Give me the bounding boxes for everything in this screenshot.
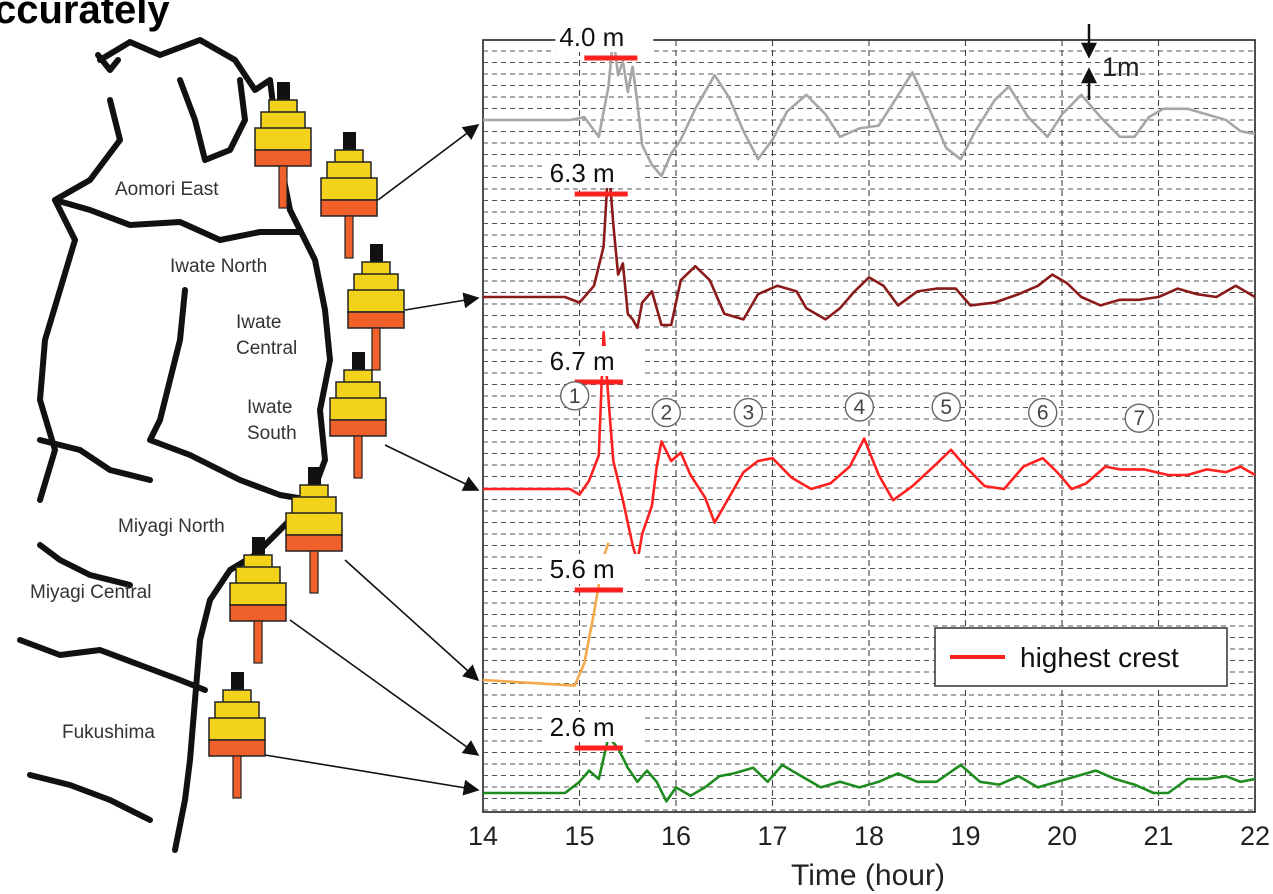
tide-trace-1 [483,34,1256,178]
buoy-icon [347,244,405,371]
buoy-icon [329,352,387,479]
x-tick-label: 19 [950,821,980,851]
wave-number-marker [733,397,764,428]
crest-label-bg [545,346,644,376]
x-tick-label: 21 [1143,821,1173,851]
region-label: Aomori East [115,179,219,200]
region-label: Iwate North [170,256,267,277]
buoy-icon [254,82,312,209]
connector-arrow [377,124,480,201]
wave-number-marker [1027,397,1058,428]
tide-trace-2 [483,161,1256,330]
coastline-peninsula [177,77,248,163]
buoy-icon [208,672,266,799]
connector-arrow [344,559,480,682]
crest-label: 5.6 m [550,554,615,584]
wave-number-label: 3 [743,402,755,425]
connector-arrows [264,124,480,796]
x-axis-title: Time (hour) [791,859,945,892]
wave-number-marker [844,392,875,422]
region-label: Miyagi North [118,516,225,537]
scale-bar-label: 1m [1102,52,1140,82]
connector-arrow [289,619,480,756]
prefecture-border-5 [17,637,208,693]
coastline-islet [95,52,121,73]
connector-arrow [264,754,480,796]
x-tick-label: 15 [564,821,594,851]
crest-label: 6.7 m [550,346,615,376]
legend: highest crest [934,627,1228,687]
x-tick-label: 14 [468,821,498,851]
coastline-east [172,227,333,853]
x-tick-label: 20 [1047,821,1077,851]
prefecture-border-3 [37,437,153,483]
scale-bar [1080,24,1098,100]
coastline-map [17,37,333,853]
prefecture-border-6 [27,772,153,823]
buoy-icon [320,132,378,259]
legend-label: highest crest [1020,642,1179,673]
crest-label-bg [545,158,644,188]
crest-label-bg [555,22,654,52]
coastline-west [37,97,123,503]
x-tick-label: 18 [854,821,884,851]
buoy-group [208,82,405,799]
crest-label: 4.0 m [559,22,624,52]
region-label: Miyagi Central [30,582,151,603]
wave-number-label: 1 [569,385,581,408]
wave-number-marker [559,381,590,411]
wave-number-marker [1124,403,1154,433]
tide-trace-3 [483,330,1256,564]
x-tick-label: 17 [757,821,787,851]
wave-number-label: 7 [1133,407,1145,430]
connector-arrow [384,444,480,491]
wave-number-marker [931,392,961,422]
wave-number-label: 6 [1037,402,1049,425]
prefecture-border-2 [147,287,313,503]
region-label: Iwate South [247,397,297,444]
crest-label: 2.6 m [550,712,615,742]
wave-number-label: 4 [854,396,866,419]
crest-label: 6.3 m [550,158,615,188]
x-tick-label: 22 [1240,821,1270,851]
region-label: Iwate Central [236,312,297,359]
plot-area: 4.0 m 6.3 m 6.7 m 5.6 m 2.6 m 1 2 3 4 5 6 7 [482,22,1256,813]
prefecture-border-4 [37,542,133,588]
wave-number-label: 2 [661,402,673,425]
heading-text: ccurately [0,0,170,32]
region-label: Fukushima [62,722,155,743]
buoy-icon [229,537,287,664]
tide-trace-5 [483,735,1256,803]
connector-arrow [404,292,480,311]
region-labels: Aomori East Iwate North Iwate Central Iwa… [30,179,297,743]
x-axis-ticks: 14 15 16 17 18 19 20 21 22 [468,821,1270,851]
crest-label-bg [545,712,644,742]
x-tick-label: 16 [661,821,691,851]
wave-number-label: 5 [940,396,952,419]
crest-label-bg [545,554,644,584]
prefecture-border-1 [52,197,303,243]
wave-number-marker [651,397,682,428]
buoy-icon [285,467,343,594]
